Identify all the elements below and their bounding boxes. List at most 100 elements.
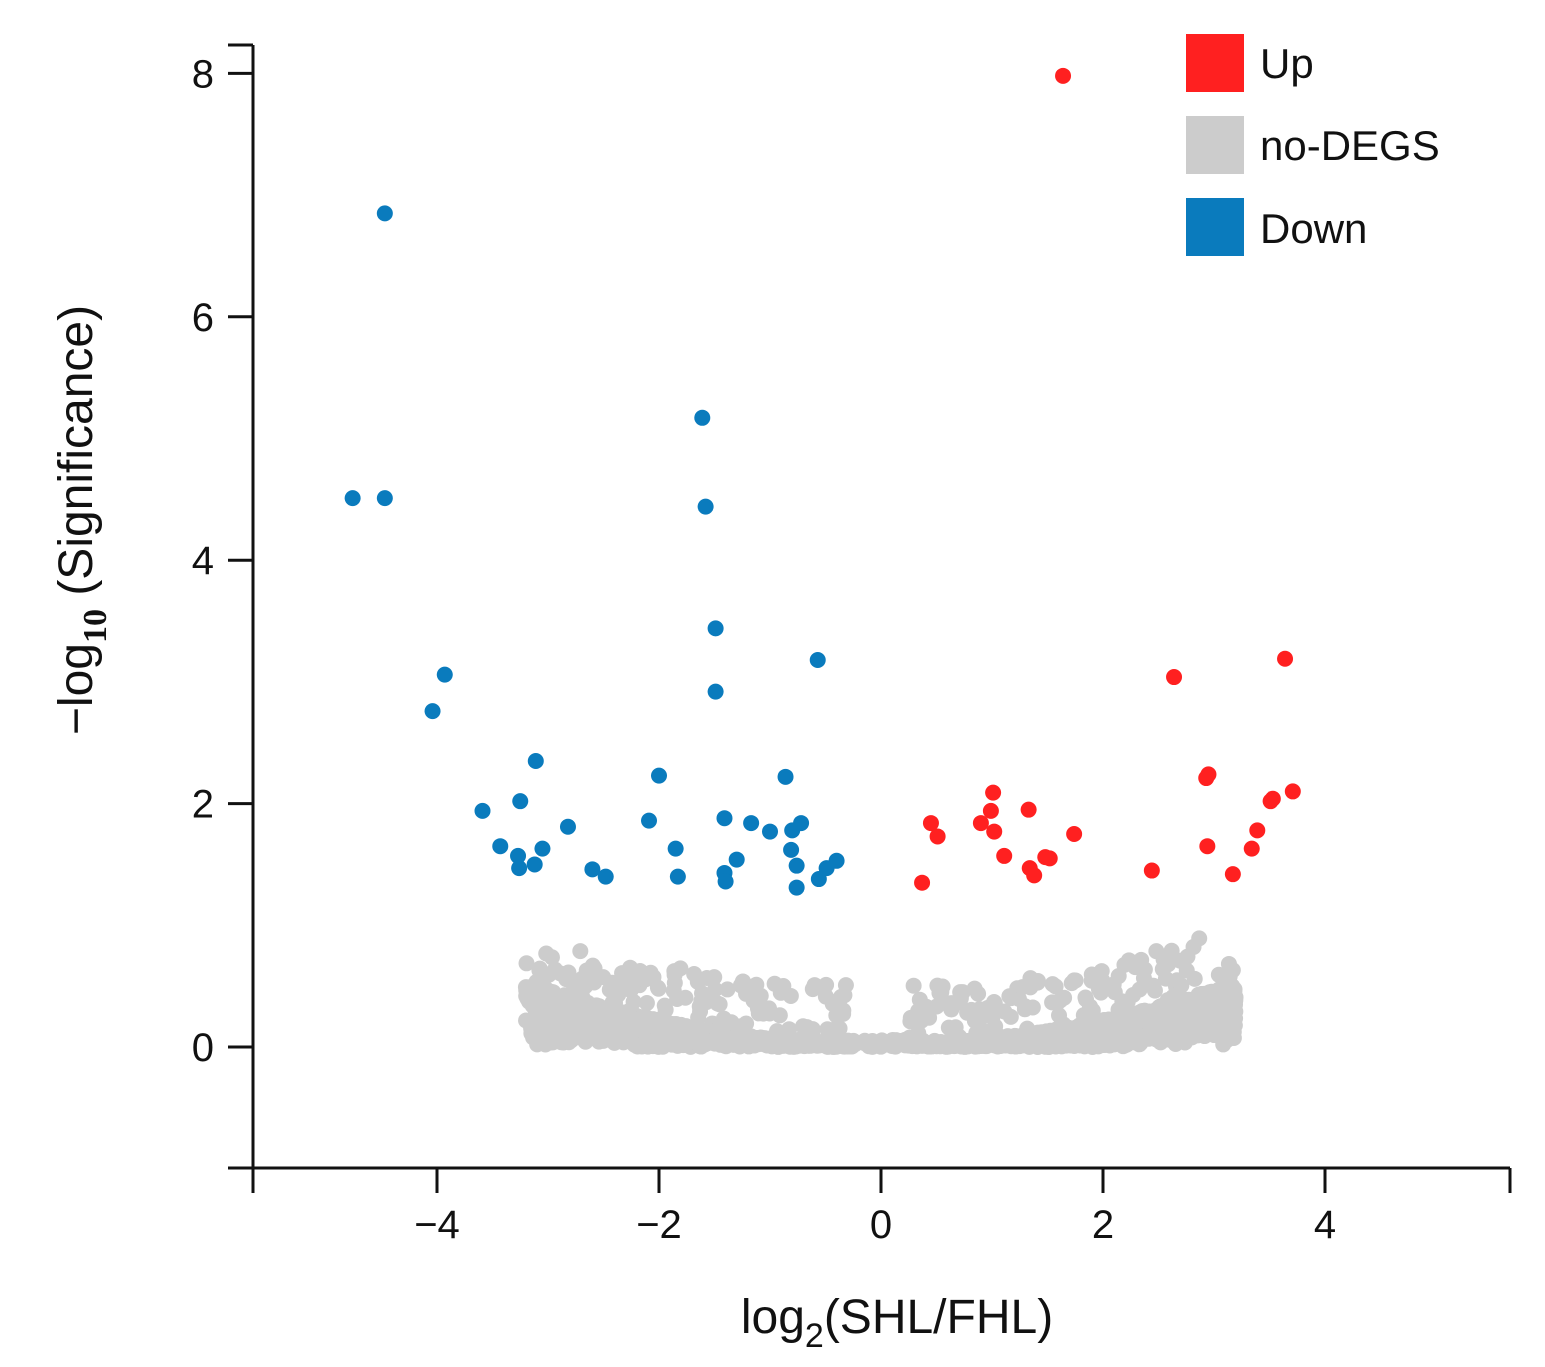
down-point (559, 818, 576, 835)
down-point (728, 851, 745, 868)
no-degs-point (622, 959, 639, 976)
no-degs-point (905, 977, 922, 994)
down-point (716, 810, 733, 827)
no-degs-point (1227, 996, 1244, 1013)
no-degs-point (1172, 1001, 1189, 1018)
no-degs-point (677, 989, 694, 1006)
no-degs-point (558, 971, 575, 988)
x-tick-label: 0 (870, 1203, 892, 1247)
no-degs-point (551, 1014, 568, 1031)
down-point (783, 841, 800, 858)
up-point (1055, 67, 1072, 84)
no-degs-point (686, 965, 703, 982)
no-degs-point (707, 981, 724, 998)
no-degs-point (715, 1010, 732, 1027)
no-degs-point (649, 979, 666, 996)
y-tick-label: 0 (192, 1026, 214, 1070)
no-degs-point (539, 1013, 556, 1030)
x-tick-label: −2 (636, 1203, 682, 1247)
y-axis-ticks: 0 2 4 6 8 (192, 52, 253, 1070)
no-degs-point (705, 1033, 722, 1050)
down-point (810, 871, 827, 888)
no-degs-point (1152, 1026, 1169, 1043)
no-degs-point (1168, 972, 1185, 989)
no-degs-point (1010, 1034, 1027, 1051)
down-point (788, 857, 805, 874)
down-point (707, 683, 724, 700)
no-degs-point (817, 1032, 834, 1049)
no-degs-point (666, 1032, 683, 1049)
no-degs-point (666, 963, 683, 980)
no-degs-point (1119, 993, 1136, 1010)
up-point (1224, 866, 1241, 883)
no-degs-point (1115, 1038, 1132, 1055)
up-point (1066, 826, 1083, 843)
no-degs-point (877, 1034, 894, 1051)
no-degs-point (1049, 995, 1066, 1012)
no-degs-point (691, 998, 708, 1015)
no-degs-point (1223, 1017, 1240, 1034)
legend-swatch-no-degs (1186, 116, 1244, 174)
up-point (1277, 650, 1294, 667)
no-degs-point (1154, 961, 1171, 978)
no-degs-point (572, 943, 589, 960)
no-degs-point (966, 1012, 983, 1029)
no-degs-point (771, 1007, 788, 1024)
no-degs-point (804, 981, 821, 998)
no-degs-point (1181, 1014, 1198, 1031)
legend-label-up: Up (1260, 40, 1314, 87)
no-degs-point (1096, 977, 1113, 994)
down-point (474, 802, 491, 819)
no-degs-point (1204, 1018, 1221, 1035)
no-degs-point (1029, 974, 1046, 991)
up-point (985, 784, 1002, 801)
no-degs-point (1107, 1010, 1124, 1027)
no-degs-point (543, 949, 560, 966)
no-degs-point (1014, 979, 1031, 996)
no-degs-point (1047, 978, 1064, 995)
down-point (793, 815, 810, 832)
up-point (1243, 840, 1260, 857)
no-degs-point (936, 994, 953, 1011)
down-point (788, 879, 805, 896)
no-degs-point (1120, 952, 1137, 969)
no-degs-point (824, 995, 841, 1012)
no-degs-point (818, 976, 835, 993)
no-degs-point (1217, 979, 1234, 996)
y-tick-label: 2 (192, 783, 214, 827)
x-axis-title: log2(SHL/FHL) (741, 1291, 1053, 1355)
no-degs-point (1067, 972, 1084, 989)
down-point (697, 498, 714, 515)
up-point (996, 847, 1013, 864)
no-degs-point (574, 1023, 591, 1040)
no-degs-point (540, 966, 557, 983)
no-degs-point (1172, 952, 1189, 969)
x-axis-ticks: −4 −2 0 2 4 (414, 1168, 1336, 1247)
down-point (526, 856, 543, 873)
down-point (534, 840, 551, 857)
no-degs-points (517, 930, 1244, 1055)
down-point (512, 793, 529, 810)
down-point (667, 840, 684, 857)
significant-points (344, 67, 1301, 896)
down-point (669, 868, 686, 885)
no-degs-point (732, 1032, 749, 1049)
no-degs-point (750, 997, 767, 1014)
no-degs-point (1224, 962, 1241, 979)
up-point (1026, 867, 1043, 884)
no-degs-point (775, 978, 792, 995)
no-degs-point (738, 985, 755, 1002)
no-degs-point (914, 1035, 931, 1052)
up-point (1200, 766, 1217, 783)
x-tick-label: 4 (1314, 1203, 1336, 1247)
x-tick-label: 2 (1092, 1203, 1114, 1247)
y-axis-title: −log10 (Significance) (50, 305, 114, 735)
up-point (972, 815, 989, 832)
no-degs-point (1084, 1002, 1101, 1019)
no-degs-point (970, 985, 987, 1002)
down-point (436, 666, 453, 683)
no-degs-point (1069, 1035, 1086, 1052)
legend-swatch-down (1186, 198, 1244, 256)
down-point (511, 860, 528, 877)
no-degs-point (605, 1013, 622, 1030)
